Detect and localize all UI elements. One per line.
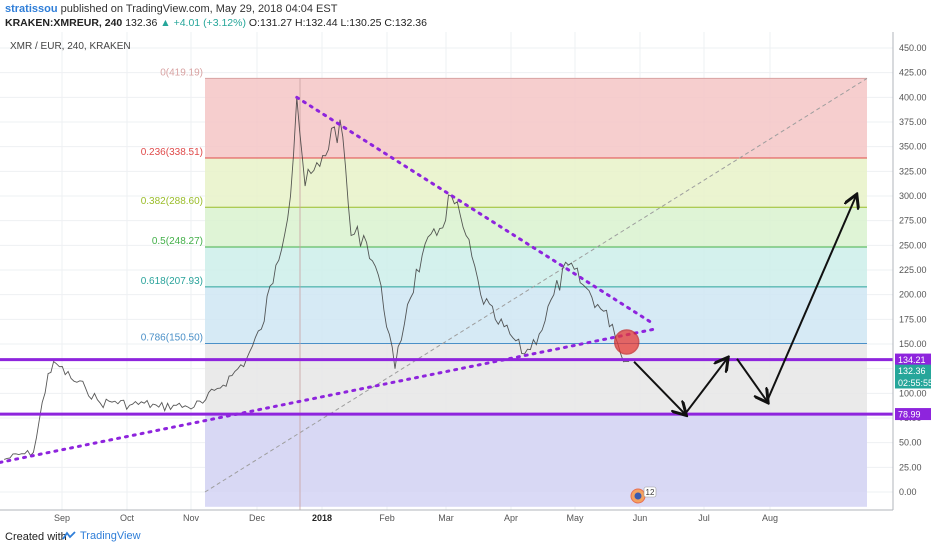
fib-level-label: 0.382(288.60) [141,196,203,207]
y-tick-label: 0.00 [899,487,917,497]
fib-zone [205,158,867,208]
projection-arrow [766,196,856,402]
chart-symbol-label: XMR / EUR, 240, KRAKEN [10,41,131,52]
x-tick-label: Feb [379,513,395,523]
countdown-tag: 02:55:55 [898,378,932,388]
x-tick-label: Mar [438,513,454,523]
tradingview-brand: TradingView [80,530,141,542]
x-tick-label: Jul [698,513,710,523]
y-tick-label: 100.00 [899,388,927,398]
ohlc-values: O:131.27 H:132.44 L:130.25 C:132.36 [248,17,427,29]
x-tick-label: Dec [249,513,266,523]
quote-line: KRAKEN:XMREUR, 240 132.36 ▲ +4.01 (+3.12… [5,17,427,29]
y-tick-label: 150.00 [899,339,927,349]
y-tick-label: 425.00 [899,68,927,78]
x-tick-label: Sep [54,513,70,523]
y-tick-label: 325.00 [899,166,927,176]
price-change: +4.01 (+3.12%) [173,17,246,29]
support-price-tag: 134.21 [898,355,926,365]
fib-level-label: 0(419.19) [160,67,203,78]
y-tick-label: 350.00 [899,142,927,152]
y-tick-label: 225.00 [899,265,927,275]
projection-arrow [633,361,685,414]
x-tick-label: Jun [633,513,648,523]
current-price-tag-box [895,364,931,377]
fib-level-label: 0.786(150.50) [141,333,203,344]
y-tick-label: 175.00 [899,314,927,324]
symbol-label: KRAKEN:XMREUR, 240 [5,17,123,29]
fib-zone [205,207,867,248]
projection-arrow [736,358,767,401]
support-price-tag-2: 78.99 [898,410,921,420]
x-tick-label: Apr [504,513,518,523]
header-bar: stratissou published on TradingView.com,… [0,0,932,32]
event-badge-count: 12 [646,488,655,497]
x-tick-label: Oct [120,513,135,523]
x-tick-label: Aug [762,513,778,523]
y-tick-label: 375.00 [899,117,927,127]
fib-level-label: 0.236(338.51) [141,147,203,158]
author-link[interactable]: stratissou [5,3,58,15]
y-tick-label: 275.00 [899,216,927,226]
price-chart[interactable]: 0(419.19) 0.236(338.51) 0.382(288.60) 0.5(2… [0,32,932,526]
y-tick-label: 450.00 [899,43,927,53]
tradingview-cloud-icon [62,531,76,540]
fib-zone-bottom [205,414,867,507]
y-tick-label: 25.00 [899,462,922,472]
trendline-falling [295,95,656,326]
countdown-tag-box [895,376,931,389]
price-line [4,97,630,460]
trendline-rising [0,327,656,464]
created-with-text: Created with [5,531,67,543]
y-tick-label: 300.00 [899,191,927,201]
event-icon-inner [634,492,642,500]
event-badge-box [643,486,657,498]
fib-level-label: 0.5(248.27) [152,236,203,247]
x-tick-label: May [566,513,584,523]
breakdown-marker [613,329,640,355]
current-price-tag: 132.36 [898,366,926,376]
fib-zone [205,286,867,344]
y-tick-label: 250.00 [899,240,927,250]
y-tick-label: 400.00 [899,92,927,102]
y-tick-label: 50.00 [899,438,922,448]
publish-text: published on TradingView.com, May 29, 20… [60,3,338,15]
fib-zone [205,247,867,287]
projection-arrow [684,359,727,415]
support-price-tag-2-box [895,408,931,421]
footer-bar: Created with TradingView [0,526,932,550]
x-tick-label: 2018 [312,513,332,523]
publish-line: stratissou published on TradingView.com,… [5,3,337,15]
fib-level-label: 0.618(207.93) [141,276,203,287]
y-tick-label: 200.00 [899,290,927,300]
up-arrow-icon: ▲ [160,17,171,29]
fib-zone [205,78,867,159]
price-axis [893,32,932,526]
tradingview-logo[interactable]: TradingView [62,530,141,542]
x-tick-label: Nov [183,513,200,523]
support-price-tag-box [895,353,931,366]
last-price: 132.36 [125,17,158,29]
